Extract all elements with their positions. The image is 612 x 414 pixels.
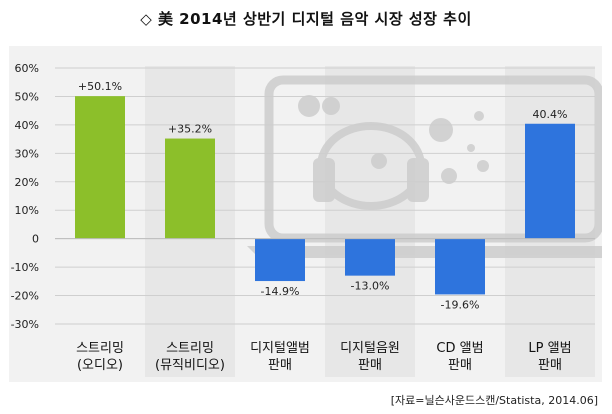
category-label: 스트리밍 — [76, 341, 124, 356]
data-label: 40.4% — [533, 108, 568, 121]
y-tick-label: 30% — [15, 147, 39, 160]
laptop-music-icon — [247, 75, 602, 258]
category-label: 스트리밍 — [166, 341, 214, 356]
data-label: -13.0% — [351, 280, 390, 293]
bar-3 — [255, 238, 305, 282]
y-tick-label: 20% — [15, 176, 39, 189]
bar-chart: 60% 50% 40% 30% 20% 10% 0 -10% -20% -30% +50.1% 스트리… — [11, 62, 602, 377]
category-label: 디지털앨범 — [250, 341, 310, 356]
category-label: LP 앨범 — [528, 341, 571, 356]
category-label: 판매 — [358, 358, 382, 373]
y-tick-label: 40% — [15, 119, 39, 132]
data-label: -19.6% — [441, 298, 480, 311]
source-note: [자료=닐슨사운드스캔/Statista, 2014.06] — [390, 394, 598, 407]
category-label: 판매 — [268, 358, 292, 373]
y-tick-label: 0 — [32, 233, 39, 246]
bar-4 — [345, 238, 395, 276]
category-label: 디지털음원 — [340, 341, 400, 356]
y-tick-label: -30% — [11, 318, 39, 331]
data-label: +50.1% — [78, 80, 122, 93]
category-label: 판매 — [538, 358, 562, 373]
bar-1 — [75, 96, 125, 239]
y-tick-label: -20% — [11, 290, 39, 303]
category-label: (오디오) — [77, 358, 123, 373]
category-label: 판매 — [448, 358, 472, 373]
data-label: +35.2% — [168, 123, 212, 136]
category-label: (뮤직비디오) — [155, 358, 225, 373]
y-tick-label: 60% — [15, 62, 39, 75]
y-tick-label: 10% — [15, 204, 39, 217]
bar-5 — [435, 238, 485, 295]
data-label: -14.9% — [261, 285, 300, 298]
y-tick-label: 50% — [15, 90, 39, 103]
y-tick-label: -10% — [11, 261, 39, 274]
column-band — [325, 66, 415, 377]
bar-2 — [165, 138, 215, 239]
bar-6 — [525, 123, 575, 239]
chart-panel: 60% 50% 40% 30% 20% 10% 0 -10% -20% -30% +50.1% 스트리… — [9, 46, 602, 382]
category-label: CD 앨범 — [436, 341, 483, 356]
chart-title: ◇ 美 2014년 상반기 디지털 음악 시장 성장 추이 — [140, 10, 472, 28]
